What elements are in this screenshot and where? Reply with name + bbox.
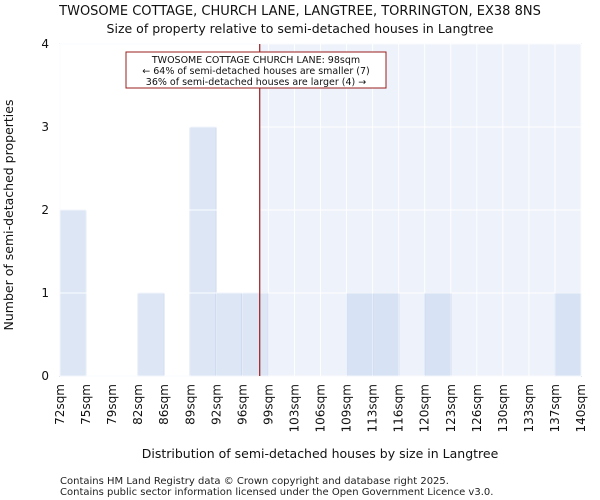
x-tick-label: 92sqm [209, 384, 223, 425]
x-tick-label: 72sqm [53, 384, 67, 425]
bar-137sqm [554, 292, 582, 377]
x-tick-label: 126sqm [470, 384, 484, 432]
bar-82sqm [137, 292, 165, 377]
bar-96sqm [241, 292, 269, 377]
x-tick-label: 96sqm [235, 384, 249, 425]
y-tick-label: 0 [41, 369, 49, 383]
footer-line-2: Contains public sector information licen… [60, 487, 493, 498]
x-tick-label: 79sqm [105, 384, 119, 425]
footer-line-1: Contains HM Land Registry data © Crown c… [60, 476, 449, 487]
annotation-line-3: 36% of semi-detached houses are larger (… [146, 77, 366, 88]
x-tick-label: 75sqm [79, 384, 93, 425]
x-tick-label: 120sqm [418, 384, 432, 432]
x-tick-label: 82sqm [131, 384, 145, 425]
x-tick-label: 137sqm [548, 384, 562, 432]
chart-title: TWOSOME COTTAGE, CHURCH LANE, LANGTREE, … [58, 4, 541, 19]
x-tick-label: 99sqm [261, 384, 275, 425]
annotation-line-1: TWOSOME COTTAGE CHURCH LANE: 98sqm [151, 55, 360, 66]
y-tick-label: 3 [41, 120, 49, 134]
bar-120sqm [424, 292, 452, 377]
x-tick-label: 140sqm [574, 384, 588, 432]
bar-92sqm [215, 292, 243, 377]
y-tick-labels: 0 1 2 3 4 [41, 37, 49, 383]
x-tick-label: 130sqm [496, 384, 510, 432]
bar-109sqm [346, 292, 374, 377]
x-tick-label: 89sqm [183, 384, 197, 425]
x-tick-label: 109sqm [340, 384, 354, 432]
bars [59, 126, 582, 377]
y-tick-label: 1 [41, 286, 49, 300]
x-tick-label: 116sqm [392, 384, 406, 432]
annotation-box: TWOSOME COTTAGE CHURCH LANE: 98sqm ← 64%… [125, 51, 387, 89]
x-tick-label: 103sqm [287, 384, 301, 432]
x-tick-label: 106sqm [314, 384, 328, 432]
chart-subtitle: Size of property relative to semi-detach… [107, 21, 494, 36]
y-gridlines [59, 43, 582, 377]
x-axis-label: Distribution of semi-detached houses by … [142, 446, 499, 461]
y-axis-label: Number of semi-detached properties [1, 100, 16, 331]
x-tick-label: 123sqm [444, 384, 458, 432]
x-tick-label: 113sqm [366, 384, 380, 432]
x-tick-labels: 72sqm 75sqm 79sqm 82sqm 86sqm 89sqm 92sqm 96sqm… [53, 384, 588, 432]
bar-113sqm [372, 292, 400, 377]
annotation-border [125, 51, 387, 89]
annotation-line-2: ← 64% of semi-detached houses are smalle… [142, 66, 370, 77]
bar-89sqm [189, 126, 217, 377]
y-tick-label: 4 [41, 37, 49, 51]
x-tick-label: 86sqm [157, 384, 171, 425]
y-tick-label: 2 [41, 203, 49, 217]
x-tick-label: 133sqm [522, 384, 536, 432]
